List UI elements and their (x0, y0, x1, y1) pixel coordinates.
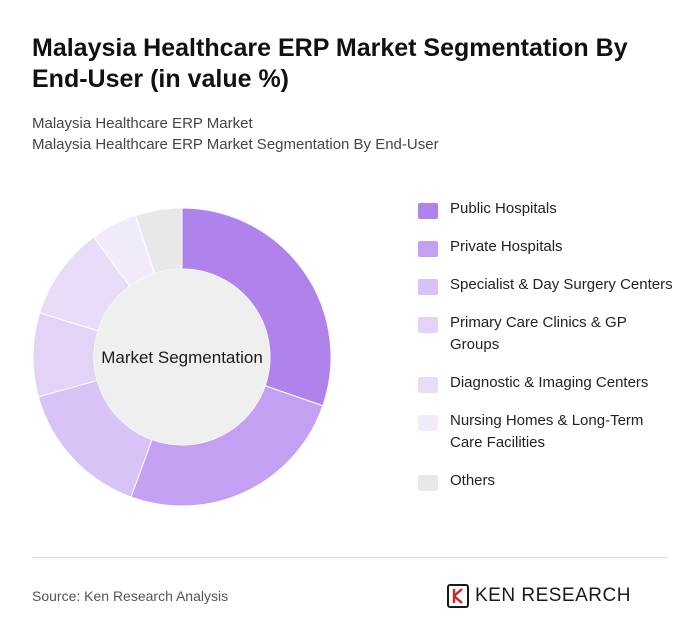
legend-swatch (418, 317, 438, 333)
donut-center (94, 269, 270, 445)
legend-item: Public Hospitals (418, 198, 678, 220)
brand-name: KEN RESEARCH (475, 585, 631, 606)
chart-title: Malaysia Healthcare ERP Market Segmentat… (32, 34, 628, 93)
legend-label: Others (450, 472, 496, 489)
donut-slice (130, 385, 324, 507)
donut-chart: Market Segmentation (32, 207, 332, 507)
donut-slices (32, 207, 332, 507)
footer-divider (32, 557, 668, 558)
ken-research-logo-icon (447, 584, 469, 608)
legend-label: Diagnostic & Imaging Centers (450, 374, 649, 391)
chart-legend: Public Hospitals Private Hospitals Special… (418, 198, 678, 508)
legend-item: Others (418, 470, 678, 492)
legend-item: Private Hospitals (418, 236, 678, 258)
legend-item: Diagnostic & Imaging Centers (418, 372, 678, 394)
legend-label: Private Hospitals (450, 238, 563, 255)
legend-label: Nursing Homes & Long-Term Care Facilitie… (450, 412, 644, 451)
legend-swatch (418, 475, 438, 491)
source-note: Source: Ken Research Analysis (32, 588, 229, 604)
legend-label: Public Hospitals (450, 200, 557, 217)
donut-center-label: Market Segmentation (101, 348, 263, 367)
subtitle-market: Malaysia Healthcare ERP Market (32, 115, 253, 132)
legend-item: Primary Care Clinics & GP Groups (418, 312, 678, 356)
legend-swatch (418, 203, 438, 219)
legend-label: Primary Care Clinics & GP Groups (450, 314, 627, 353)
chart-subtitle: Malaysia Healthcare ERP Market Malaysia … (32, 113, 672, 155)
legend-item: Nursing Homes & Long-Term Care Facilitie… (418, 410, 678, 454)
legend-label: Specialist & Day Surgery Centers (450, 276, 673, 293)
legend-item: Specialist & Day Surgery Centers (418, 274, 678, 296)
brand-logo: KEN RESEARCH (447, 583, 631, 609)
legend-swatch (418, 241, 438, 257)
subtitle-segmentation: Malaysia Healthcare ERP Market Segmentat… (32, 136, 439, 153)
legend-swatch (418, 415, 438, 431)
legend-swatch (418, 377, 438, 393)
legend-swatch (418, 279, 438, 295)
